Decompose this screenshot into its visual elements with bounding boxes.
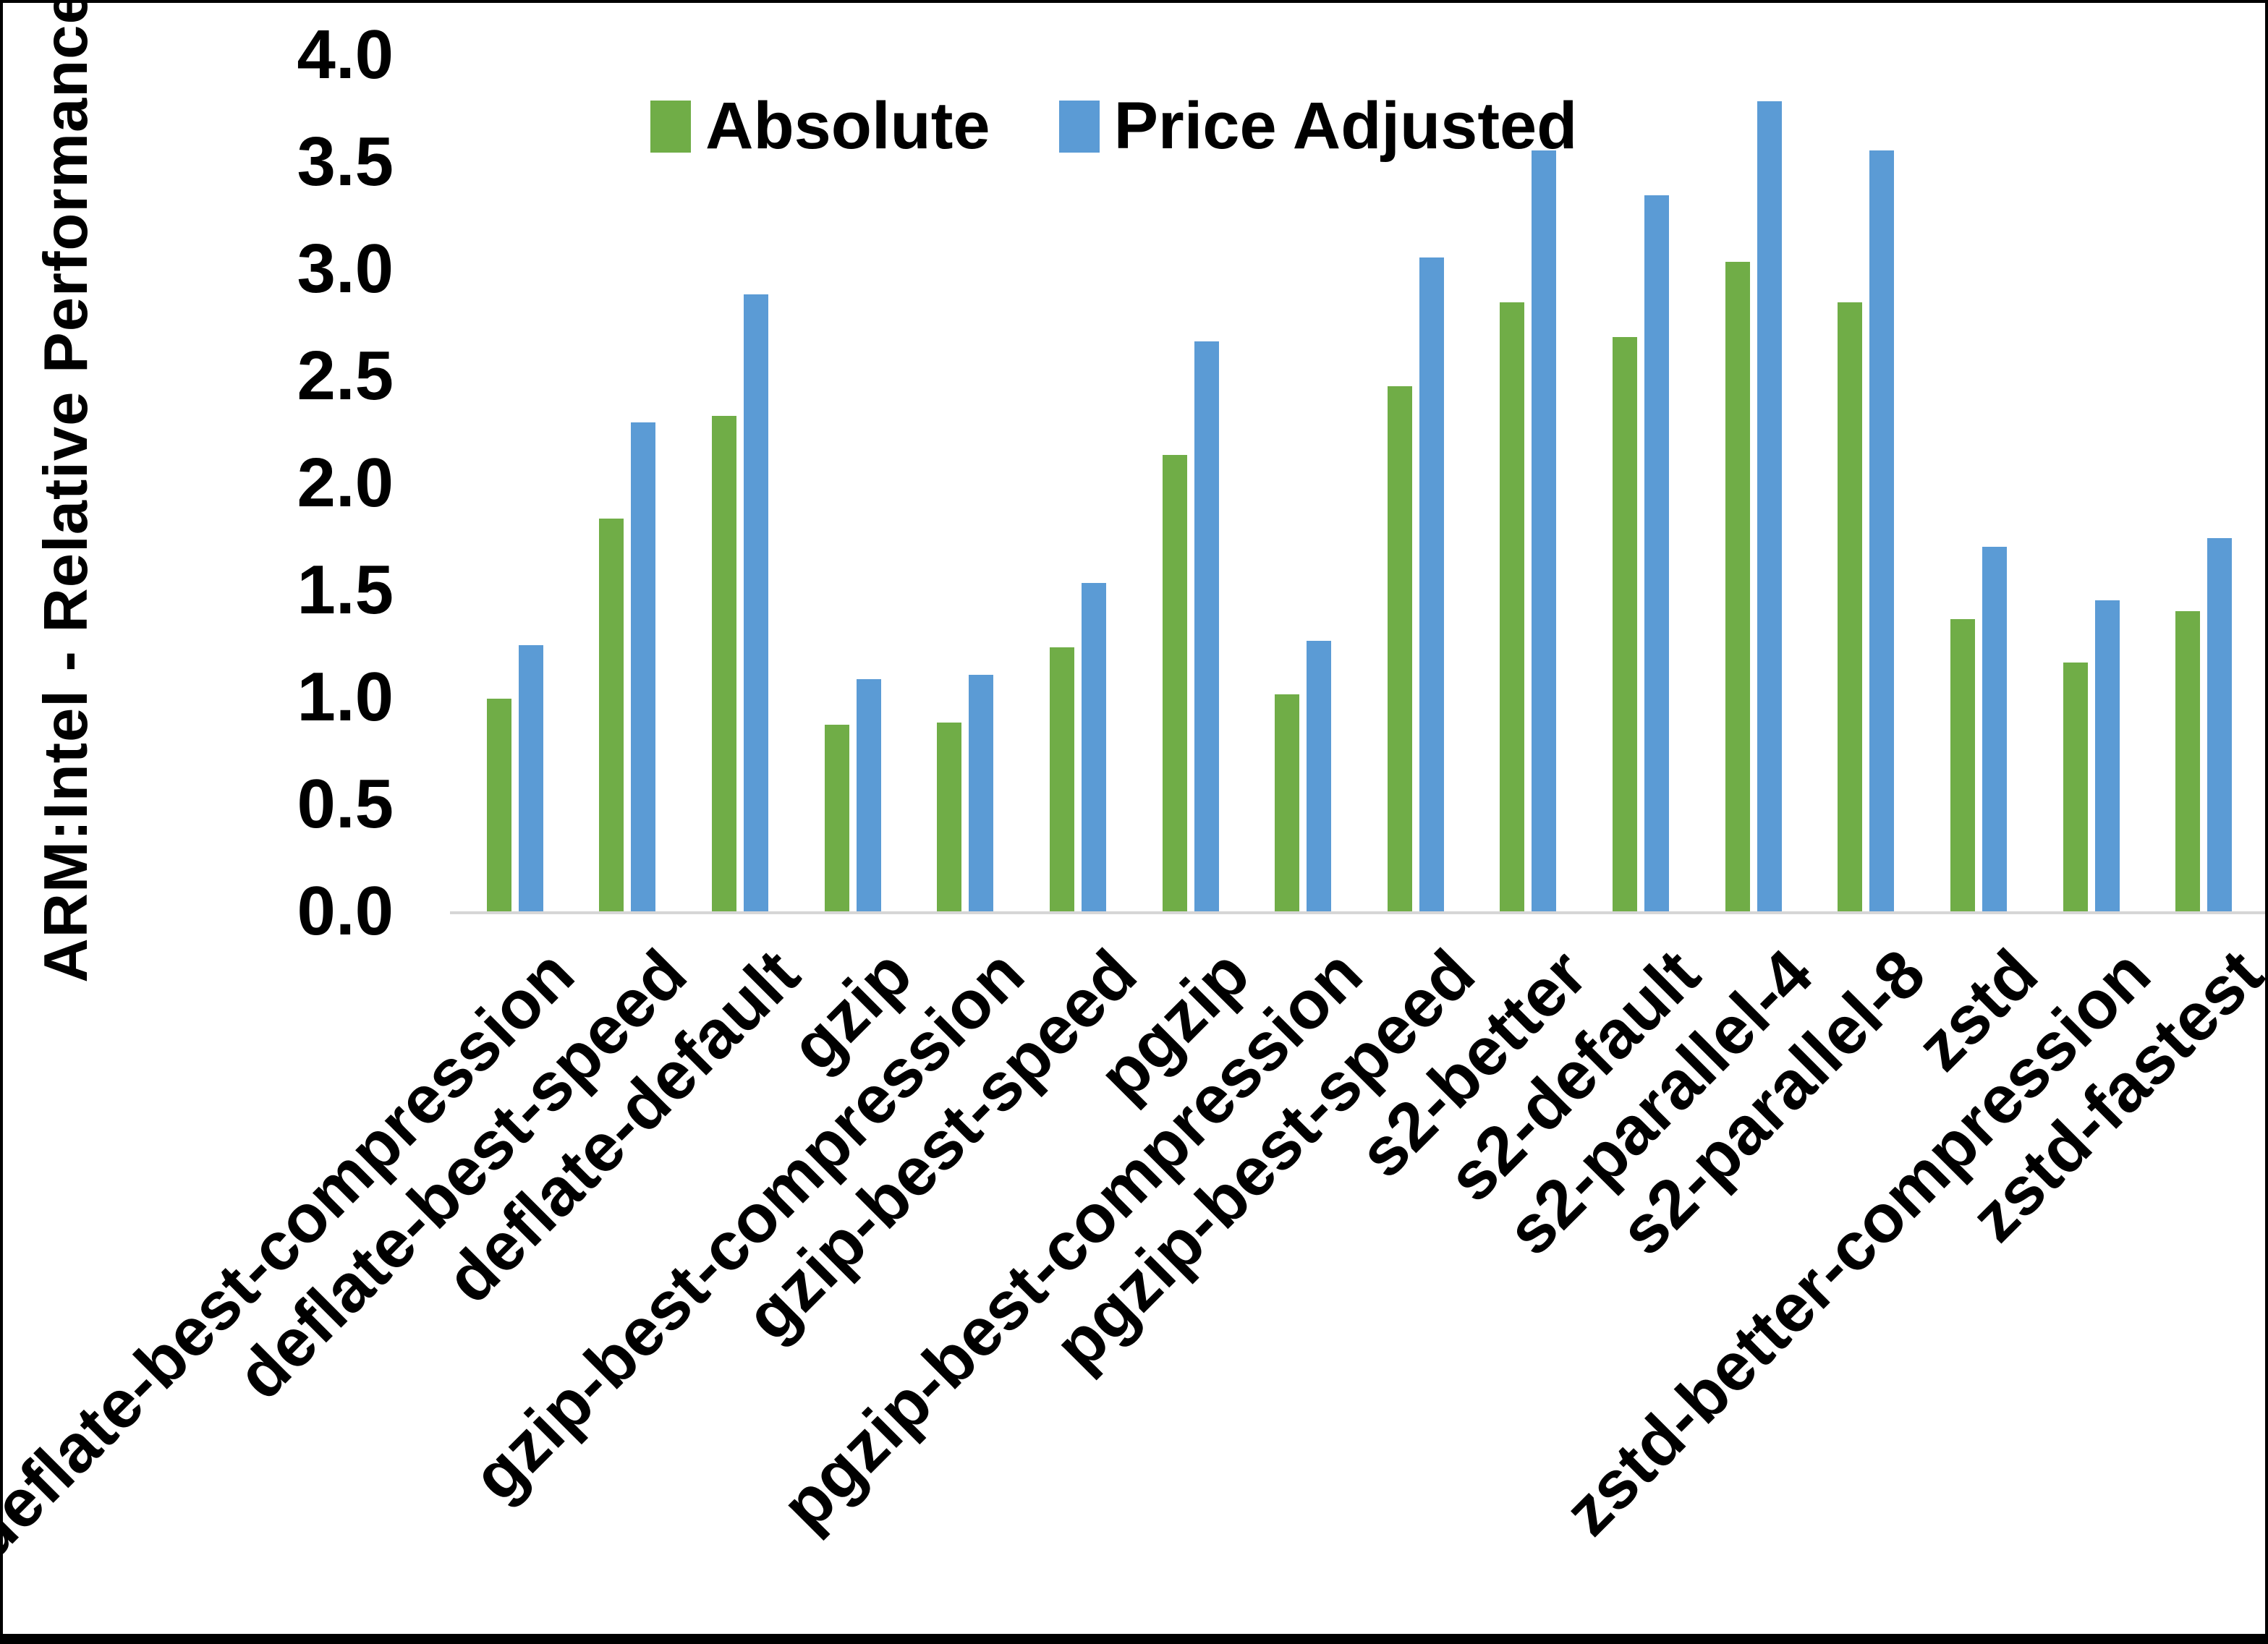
legend-swatch-price-adjusted bbox=[1058, 100, 1100, 153]
bar-price-adjusted bbox=[1419, 257, 1444, 913]
plot-area bbox=[459, 56, 2260, 913]
bar-group bbox=[1838, 150, 1895, 913]
bar-absolute bbox=[1387, 386, 1412, 913]
bar-group bbox=[486, 645, 543, 913]
bar-price-adjusted bbox=[1532, 150, 1557, 913]
bar-group bbox=[1275, 641, 1332, 913]
bar-group bbox=[599, 422, 656, 913]
y-tick-label: 2.0 bbox=[297, 443, 394, 521]
y-tick-label: 0.0 bbox=[297, 872, 394, 950]
bar-price-adjusted bbox=[1982, 546, 2007, 913]
bar-group bbox=[2063, 600, 2120, 913]
y-tick-label: 4.0 bbox=[297, 15, 394, 93]
y-tick-label: 2.5 bbox=[297, 336, 394, 414]
legend-label-price-adjusted: Price Adjusted bbox=[1113, 89, 1578, 163]
bar-group bbox=[937, 675, 994, 913]
bar-group bbox=[824, 679, 881, 913]
bar-price-adjusted bbox=[969, 675, 994, 913]
bar-group bbox=[1387, 257, 1444, 913]
legend-swatch-absolute bbox=[650, 100, 691, 153]
bar-absolute bbox=[712, 416, 737, 913]
bar-group bbox=[1500, 150, 1557, 913]
y-tick-label: 1.5 bbox=[297, 550, 394, 629]
bar-absolute bbox=[1950, 619, 1975, 913]
bar-absolute bbox=[1162, 454, 1187, 913]
bar-group bbox=[2175, 538, 2233, 913]
bar-absolute bbox=[1049, 647, 1074, 913]
y-tick-label: 0.5 bbox=[297, 764, 394, 843]
bar-absolute bbox=[2063, 662, 2088, 913]
bar-absolute bbox=[2175, 610, 2201, 913]
bar-price-adjusted bbox=[1869, 150, 1895, 913]
bar-absolute bbox=[1275, 694, 1300, 913]
legend-item-absolute: Absolute bbox=[650, 88, 990, 164]
bar-group bbox=[712, 294, 769, 913]
bar-absolute bbox=[1838, 302, 1863, 913]
bar-absolute bbox=[937, 722, 962, 913]
y-axis-title: ARM:Intel - Relative Performance bbox=[32, 0, 101, 983]
bar-absolute bbox=[1725, 262, 1750, 913]
y-tick-label: 3.5 bbox=[297, 122, 394, 200]
bar-absolute bbox=[599, 519, 624, 913]
bar-group bbox=[1725, 101, 1782, 913]
legend: Absolute Price Adjusted bbox=[650, 88, 1577, 164]
bar-price-adjusted bbox=[1081, 583, 1106, 913]
bar-price-adjusted bbox=[1757, 101, 1782, 913]
bar-price-adjusted bbox=[856, 679, 881, 913]
legend-label-absolute: Absolute bbox=[705, 89, 990, 163]
bar-price-adjusted bbox=[2207, 538, 2233, 913]
bar-group bbox=[1613, 195, 1670, 913]
bar-group bbox=[1049, 583, 1106, 913]
bar-price-adjusted bbox=[1194, 341, 1219, 913]
bar-group bbox=[1950, 546, 2007, 913]
bar-price-adjusted bbox=[744, 294, 769, 913]
bar-absolute bbox=[486, 699, 511, 913]
legend-item-price-adjusted: Price Adjusted bbox=[1058, 88, 1578, 164]
bar-price-adjusted bbox=[631, 422, 656, 913]
bar-group bbox=[1162, 341, 1219, 913]
bar-price-adjusted bbox=[518, 645, 543, 913]
bar-price-adjusted bbox=[2094, 600, 2120, 913]
bar-absolute bbox=[824, 724, 849, 913]
bar-price-adjusted bbox=[1307, 641, 1332, 913]
x-axis-line bbox=[450, 911, 2265, 914]
bar-absolute bbox=[1500, 302, 1525, 913]
y-tick-label: 3.0 bbox=[297, 229, 394, 307]
bar-absolute bbox=[1613, 336, 1638, 913]
bar-price-adjusted bbox=[1644, 195, 1670, 913]
y-tick-label: 1.0 bbox=[297, 657, 394, 736]
